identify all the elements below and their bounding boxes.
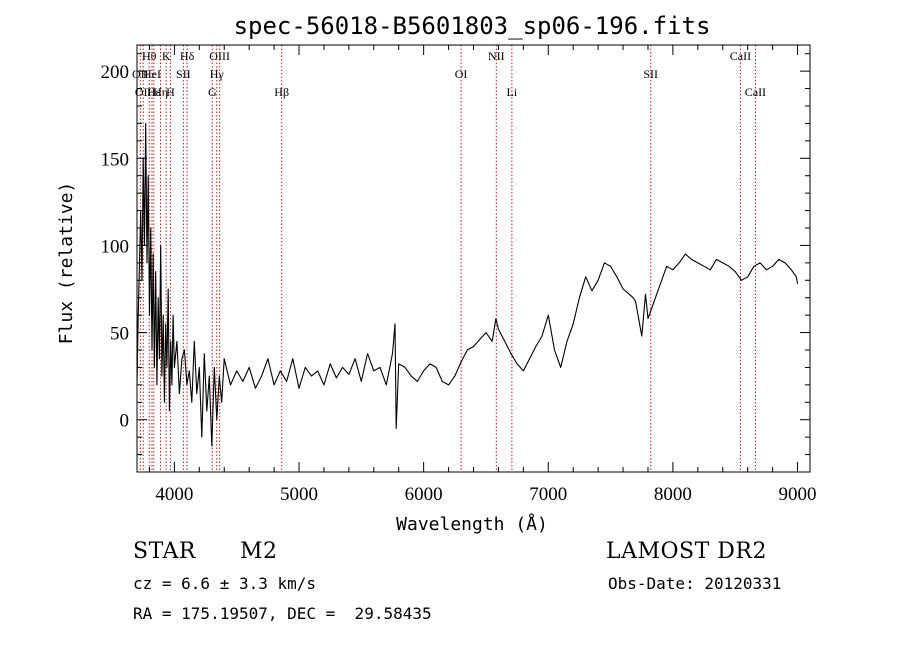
x-tick-label: 9000: [779, 484, 817, 505]
spectrum-line: [136, 122, 799, 447]
spectral-line-label: Li: [507, 85, 518, 99]
spectral-line-label: Hη: [153, 85, 168, 99]
chart-title: spec-56018-B5601803_sp06-196.fits: [234, 12, 711, 40]
x-tick-label: 8000: [654, 484, 692, 505]
y-tick-label: 150: [101, 149, 130, 170]
spectral-line-label: Hγ: [210, 67, 225, 81]
spectral-line-label: OI: [455, 67, 468, 81]
y-tick-label: 200: [101, 62, 130, 83]
spectral-line-label: Hβ: [274, 85, 289, 99]
spectral-line-label: NII: [488, 49, 505, 63]
spectrum-series: [136, 122, 799, 447]
spectral-line-label: H: [166, 85, 175, 99]
axis-ticks: 4000 5000 6000 7000 8000 9000 0 50 100 150 200: [101, 45, 817, 505]
spectral-line-label: Hε: [147, 85, 161, 99]
spectral-line-label: CaII: [745, 85, 766, 99]
y-tick-label: 100: [101, 236, 130, 257]
spectral-line-label: G: [208, 85, 217, 99]
spectral-line-label: Hδ: [180, 49, 195, 63]
x-tick-label: 7000: [529, 484, 567, 505]
spectral-line-label: K: [162, 49, 171, 63]
cz-value: cz = 6.6 ± 3.3 km/s: [133, 574, 317, 593]
obs-date: Obs-Date: 20120331: [608, 574, 782, 593]
plot-frame: [136, 44, 811, 473]
spectral-line-markers: OIIOIIHθHεHeIHηKHSIIHδGHγOIIIHβOINIILiSI…: [132, 45, 766, 472]
coordinates: RA = 175.19507, DEC = 29.58435: [133, 604, 432, 623]
object-class: STAR: [133, 539, 196, 564]
x-tick-label: 6000: [405, 484, 443, 505]
spectral-line-label: SII: [643, 67, 658, 81]
spectral-line-label: OII: [132, 67, 149, 81]
y-axis-label: Flux (relative): [56, 182, 77, 345]
y-tick-label: 50: [110, 324, 129, 345]
spectral-line-label: HeI: [143, 67, 161, 81]
object-subclass: M2: [240, 539, 278, 564]
spectral-line-label: CaII: [730, 49, 751, 63]
spectral-line-label: Hθ: [142, 49, 157, 63]
spectral-line-label: OIII: [209, 49, 230, 63]
spectral-line-label: SII: [176, 67, 191, 81]
x-tick-label: 4000: [155, 484, 193, 505]
x-tick-label: 5000: [280, 484, 318, 505]
survey-name: LAMOST DR2: [606, 539, 767, 564]
x-axis-label: Wavelength (Å): [396, 513, 548, 535]
y-tick-label: 0: [120, 411, 130, 432]
